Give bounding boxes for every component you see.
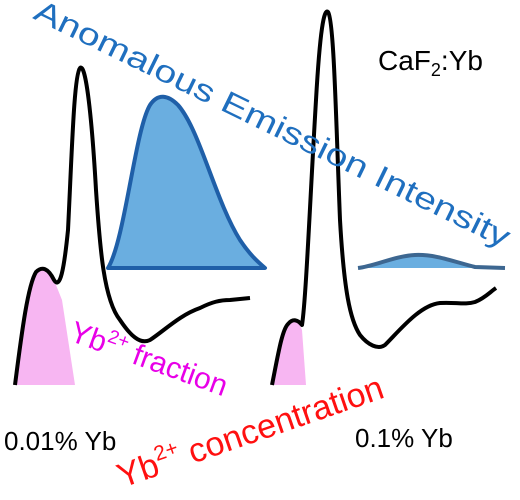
material-subscript: 2 [431, 60, 441, 80]
material-suffix: :Yb [441, 45, 483, 76]
spectrum-right [270, 9, 498, 386]
material-label: CaF2:Yb [378, 45, 483, 80]
title: Anomalous Emission Intensity [29, 0, 517, 255]
material-base: CaF [378, 45, 431, 76]
emission-band-right-fill [358, 254, 505, 268]
fraction-base: Yb [66, 316, 112, 360]
sample-label: 0.1% Yb [355, 423, 453, 453]
sample-label: 0.01% Yb [4, 426, 116, 456]
concentration-label: Yb2+ concentration [112, 367, 389, 496]
emission-band-left [106, 94, 267, 270]
emission-band-right [357, 252, 506, 270]
spectrum-left [13, 65, 251, 386]
fraction-fill-right [272, 320, 306, 385]
fraction-label: Yb2+ fraction [66, 314, 233, 403]
fraction-suffix: fraction [120, 336, 232, 404]
fraction-fill-left [15, 268, 75, 385]
